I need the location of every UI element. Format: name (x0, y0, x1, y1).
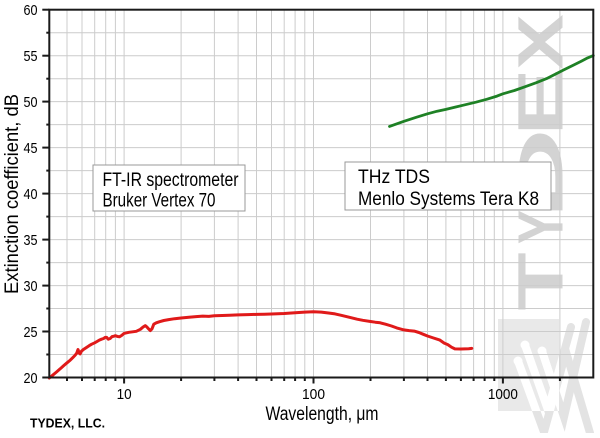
svg-text:25: 25 (24, 324, 38, 341)
svg-text:Wavelength, μm: Wavelength, μm (266, 404, 379, 425)
svg-text:FT-IR spectrometer: FT-IR spectrometer (103, 170, 240, 191)
svg-text:1000: 1000 (488, 386, 518, 403)
svg-text:20: 20 (24, 370, 38, 387)
svg-text:40: 40 (24, 186, 38, 203)
svg-text:Extinction coefficient, dB: Extinction coefficient, dB (2, 94, 23, 294)
svg-text:50: 50 (24, 94, 38, 111)
svg-text:100: 100 (302, 386, 325, 403)
svg-text:TYDEX, LLC.: TYDEX, LLC. (30, 415, 105, 430)
svg-text:45: 45 (24, 140, 38, 157)
svg-text:THz TDS: THz TDS (358, 167, 430, 188)
svg-text:30: 30 (24, 278, 38, 295)
svg-text:Bruker Vertex 70: Bruker Vertex 70 (103, 191, 216, 212)
svg-text:60: 60 (24, 2, 38, 19)
svg-text:T: T (505, 252, 577, 310)
svg-text:Y: Y (506, 210, 577, 244)
svg-text:10: 10 (117, 386, 132, 403)
svg-text:35: 35 (24, 232, 38, 249)
svg-text:Menlo Systems Tera K8: Menlo Systems Tera K8 (358, 189, 539, 210)
svg-text:X: X (505, 14, 577, 70)
svg-text:55: 55 (24, 48, 38, 65)
